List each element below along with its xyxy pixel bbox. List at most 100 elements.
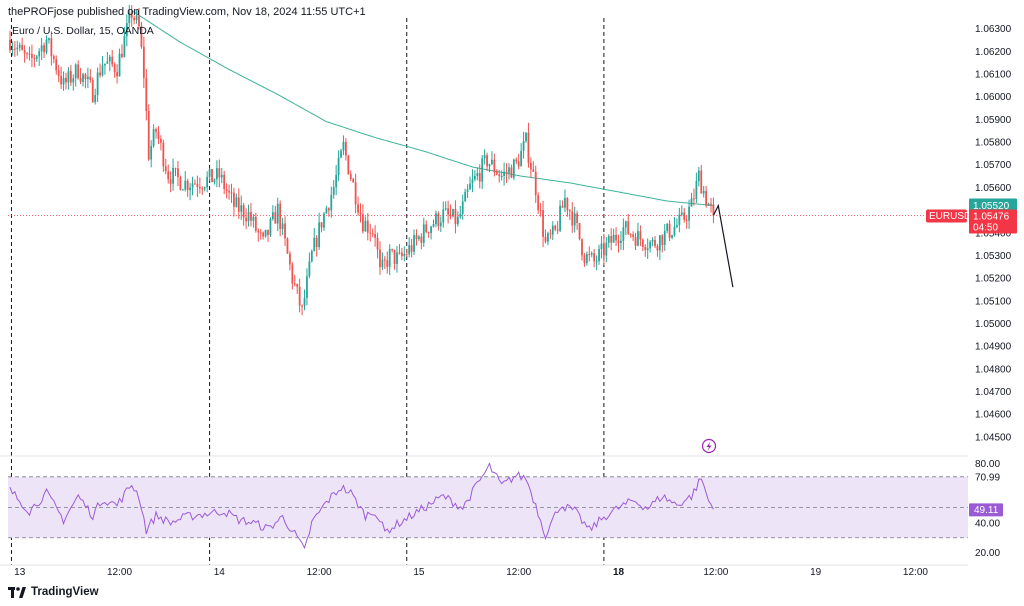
candle-body: [230, 192, 233, 194]
candle-body: [374, 234, 376, 238]
candle-body: [164, 166, 167, 172]
candle: [184, 171, 187, 192]
candle: [191, 176, 194, 196]
candle-body: [527, 132, 530, 163]
candle-body: [77, 64, 80, 79]
candle: [335, 165, 338, 196]
candle: [452, 208, 454, 218]
candle: [203, 186, 206, 192]
candle: [707, 202, 710, 207]
candle: [347, 154, 350, 175]
candle: [113, 62, 116, 78]
candle: [325, 205, 328, 214]
candle: [610, 228, 613, 251]
candle-body: [286, 238, 289, 254]
candle: [439, 216, 442, 233]
candle-body: [240, 205, 243, 212]
lightning-icon[interactable]: [701, 438, 717, 454]
candle: [111, 49, 114, 68]
candle-body: [101, 65, 104, 76]
candle-body: [610, 236, 613, 243]
candle: [352, 177, 355, 183]
tradingview-brand[interactable]: TradingView: [8, 586, 99, 598]
candle: [208, 168, 211, 182]
candle: [413, 229, 415, 255]
candle-body: [649, 241, 652, 249]
moving-average-line: [131, 10, 714, 207]
candle-body: [461, 201, 464, 214]
candle: [35, 54, 38, 62]
candle-body: [500, 175, 503, 177]
candle: [432, 219, 435, 228]
candle-body: [680, 212, 683, 215]
candle-body: [629, 234, 632, 236]
candle: [398, 244, 401, 255]
candle: [160, 135, 162, 151]
candle-body: [547, 233, 549, 242]
candle-body: [418, 236, 420, 240]
last-price-tag-bg: [969, 209, 1017, 234]
candle-body: [581, 239, 583, 256]
candle: [128, 4, 131, 28]
candle-body: [291, 264, 294, 284]
candle-body: [274, 212, 277, 224]
candle: [620, 231, 622, 250]
rsi-pane: [8, 462, 968, 550]
candle: [225, 183, 228, 199]
candle-body: [612, 234, 615, 243]
candle: [60, 66, 63, 90]
candle-body: [108, 56, 111, 62]
time-day-label: 14: [214, 567, 226, 578]
candle-body: [578, 222, 581, 240]
candle: [308, 252, 311, 279]
candle-body: [169, 179, 172, 184]
candle-body: [693, 198, 695, 200]
candle-body: [697, 170, 700, 182]
candle-body: [344, 141, 347, 156]
candle-body: [140, 26, 143, 47]
candle: [583, 253, 586, 267]
candle-body: [99, 72, 101, 76]
candle: [420, 233, 423, 250]
candle: [177, 160, 179, 187]
candle-body: [486, 155, 488, 167]
candle: [700, 164, 703, 194]
candle: [556, 220, 559, 235]
candle-body: [595, 261, 598, 263]
candle-body: [641, 239, 644, 248]
candle-body: [106, 61, 109, 64]
price-tick-label: 1.04700: [975, 387, 1012, 398]
candle-body: [206, 176, 209, 188]
candle-body: [48, 38, 50, 40]
candle: [237, 188, 240, 220]
candle: [578, 222, 581, 241]
candle: [152, 124, 155, 148]
price-tick-label: 1.05800: [975, 138, 1012, 149]
candle: [359, 203, 362, 223]
candle-body: [683, 212, 686, 220]
candle-body: [469, 183, 471, 190]
candle: [198, 177, 201, 194]
candle: [627, 214, 630, 235]
candle-body: [60, 75, 63, 85]
candle: [327, 207, 330, 217]
candle-body: [573, 213, 576, 226]
candle: [481, 155, 484, 190]
candle: [651, 237, 654, 247]
candle-body: [50, 38, 53, 57]
candle: [366, 213, 369, 241]
candle-body: [624, 221, 627, 228]
candle: [493, 153, 496, 177]
candle: [430, 225, 432, 240]
candle: [486, 152, 488, 171]
candle: [254, 212, 257, 233]
candle: [705, 185, 708, 208]
candle: [476, 167, 479, 181]
candle-body: [398, 252, 401, 254]
candle: [116, 64, 118, 84]
candle-body: [142, 46, 145, 78]
candle-body: [323, 213, 325, 228]
candle: [564, 189, 566, 213]
candle: [639, 225, 642, 247]
candle-body: [308, 261, 311, 277]
